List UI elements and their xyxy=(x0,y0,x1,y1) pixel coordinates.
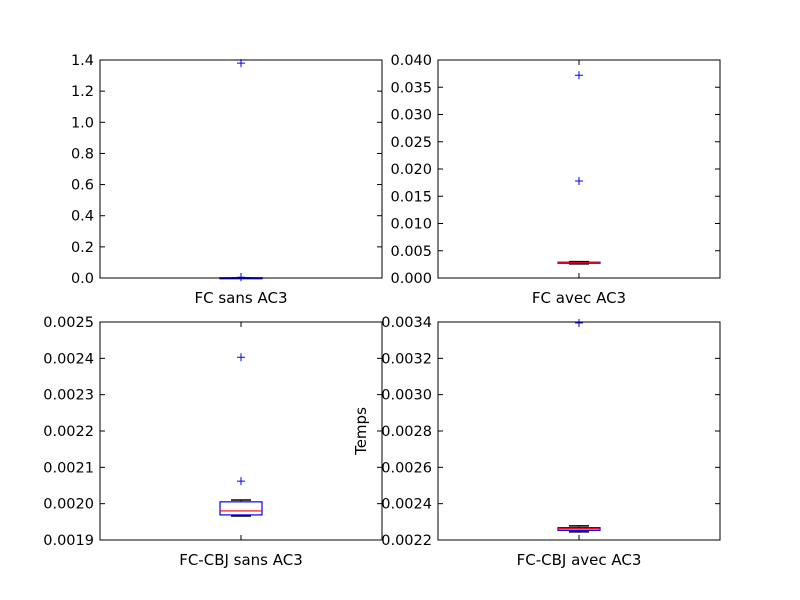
y-tick-label: 0.8 xyxy=(71,146,94,162)
subplot-2: 0.000 0.005 0.010 0.015 0.020 0.025 0.030 0.035… xyxy=(390,53,721,307)
y-tick-label: 0.0023 xyxy=(43,388,94,404)
y-tick-label: 0.0032 xyxy=(381,351,432,367)
y-tick-label: 0.010 xyxy=(390,217,432,233)
subplot-4: 0.0022 0.0024 0.0026 0.0028 0.0030 0.0032 0.00… xyxy=(352,315,721,569)
y-tick-label: 0.0022 xyxy=(381,533,432,549)
x-axis-label: FC-CBJ sans AC3 xyxy=(179,551,303,569)
y-tick-label: 1.0 xyxy=(71,115,94,131)
subplot-1: 0.0 0.2 0.4 0.6 0.8 1.0 1.2 1.4 FC sans AC3 xyxy=(71,53,383,307)
y-tick-label: 0.0 xyxy=(71,271,94,287)
y-tick-label: 0.0024 xyxy=(43,351,94,367)
x-axis-label: FC sans AC3 xyxy=(195,289,288,307)
y-tick-label: 0.015 xyxy=(390,189,432,205)
axes-frame xyxy=(99,321,383,541)
y-tick-label: 0.4 xyxy=(71,209,94,225)
y-tick-label: 0.0030 xyxy=(381,388,432,404)
box xyxy=(219,501,263,516)
y-axis-label: Temps xyxy=(352,407,370,456)
axes-frame xyxy=(437,59,721,279)
y-tick-label: 0.035 xyxy=(390,80,432,96)
axes-frame xyxy=(99,59,383,279)
y-tick-label: 1.4 xyxy=(71,53,94,69)
y-tick-label: 0.0022 xyxy=(43,424,94,440)
y-tick-label: 0.025 xyxy=(390,135,432,151)
y-tick-label: 0.0024 xyxy=(381,497,432,513)
x-axis-label: FC avec AC3 xyxy=(532,289,626,307)
y-tick-label: 0.0019 xyxy=(43,533,94,549)
y-tick-label: 0.0034 xyxy=(381,315,432,331)
y-tick-label: 0.0025 xyxy=(43,315,94,331)
y-tick-label: 0.0020 xyxy=(43,497,94,513)
x-axis-label: FC-CBJ avec AC3 xyxy=(517,551,642,569)
y-tick-label: 0.0028 xyxy=(381,424,432,440)
y-tick-label: 0.0026 xyxy=(381,460,432,476)
subplot-3: 0.0019 0.0020 0.0021 0.0022 0.0023 0.0024 0.00… xyxy=(43,315,383,569)
outlier-point xyxy=(237,477,245,486)
axes-frame xyxy=(437,321,721,541)
y-tick-label: 0.040 xyxy=(390,53,432,69)
y-tick-label: 0.000 xyxy=(390,271,432,287)
y-tick-label: 0.6 xyxy=(71,178,94,194)
outlier-point xyxy=(575,176,583,185)
y-tick-label: 0.2 xyxy=(71,240,94,256)
outlier-point xyxy=(237,273,245,282)
outlier-point xyxy=(575,71,583,80)
y-tick-label: 0.0021 xyxy=(43,460,94,476)
y-tick-label: 0.030 xyxy=(390,108,432,124)
y-tick-label: 0.005 xyxy=(390,244,432,260)
y-tick-label: 1.2 xyxy=(71,84,94,100)
outlier-point xyxy=(575,318,583,327)
y-tick-label: 0.020 xyxy=(390,162,432,178)
outlier-point xyxy=(237,353,245,362)
